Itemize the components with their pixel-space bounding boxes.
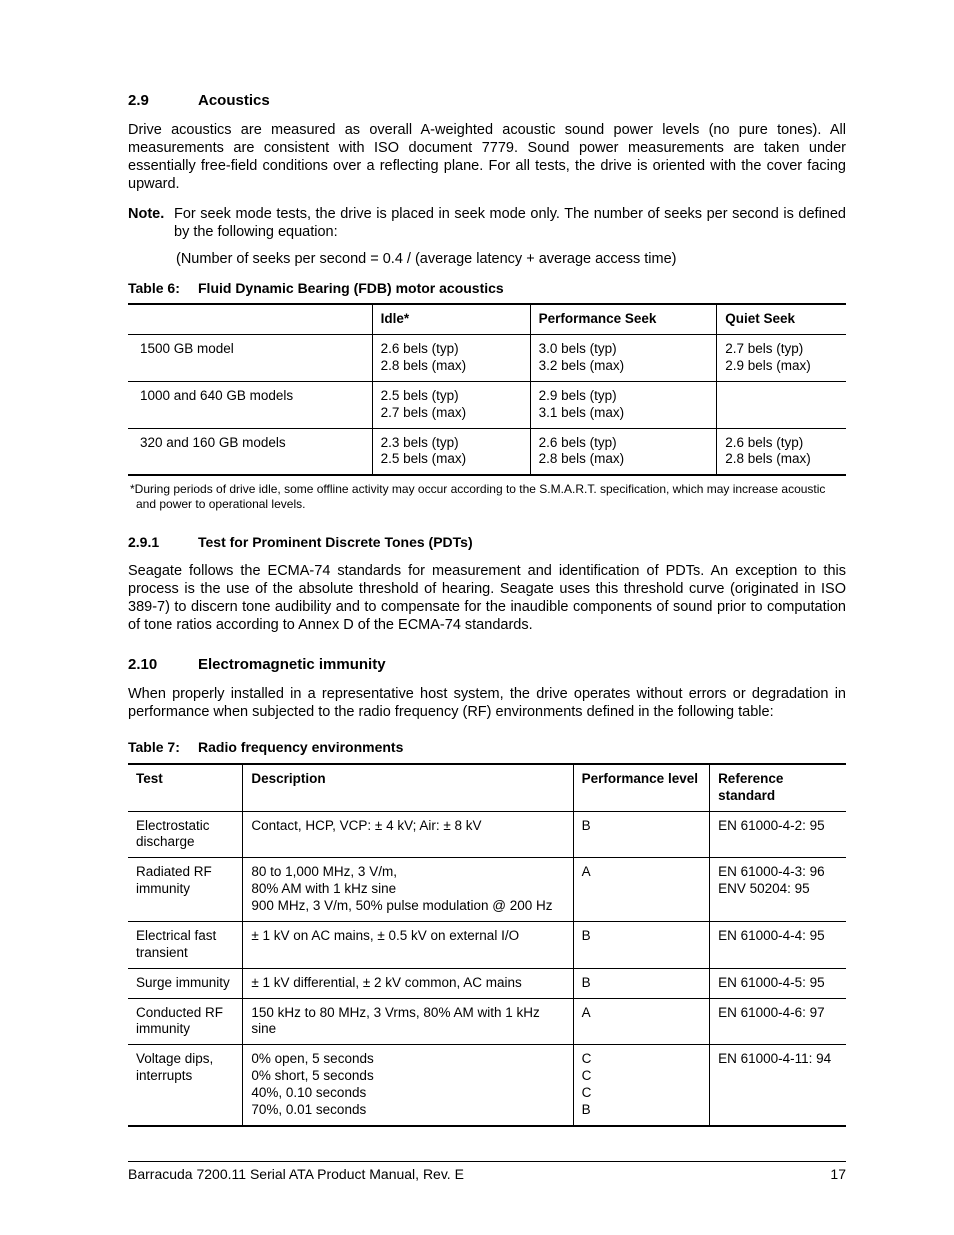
table6-cell: 2.5 bels (typ) 2.7 bels (max): [372, 381, 530, 428]
pdt-paragraph: Seagate follows the ECMA-74 standards fo…: [128, 562, 846, 635]
table7-cell: Contact, HCP, VCP: ± 4 kV; Air: ± 8 kV: [243, 811, 573, 858]
table6-cell: 2.7 bels (typ) 2.9 bels (max): [717, 335, 846, 382]
table7-row: Conducted RF immunity 150 kHz to 80 MHz,…: [128, 998, 846, 1045]
table7-cell: B: [573, 968, 709, 998]
table7-row: Radiated RF immunity 80 to 1,000 MHz, 3 …: [128, 858, 846, 922]
table7-caption-number: Table 7:: [128, 739, 198, 757]
table6-cell: 2.6 bels (typ) 2.8 bels (max): [717, 428, 846, 475]
subsection-heading-2-9-1: 2.9.1 Test for Prominent Discrete Tones …: [128, 534, 846, 552]
table7-cell: A: [573, 998, 709, 1045]
table7-cell: 0% open, 5 seconds 0% short, 5 seconds 4…: [243, 1045, 573, 1126]
page-footer: Barracuda 7200.11 Serial ATA Product Man…: [128, 1161, 846, 1184]
table7-cell: 80 to 1,000 MHz, 3 V/m, 80% AM with 1 kH…: [243, 858, 573, 922]
table7-cell: B: [573, 921, 709, 968]
table7-cell: EN 61000-4-2: 95: [710, 811, 846, 858]
table6-caption-number: Table 6:: [128, 280, 198, 298]
subsection-number: 2.9.1: [128, 534, 198, 552]
table7-cell: EN 61000-4-4: 95: [710, 921, 846, 968]
table7-row: Electrostatic discharge Contact, HCP, VC…: [128, 811, 846, 858]
table7-cell: Radiated RF immunity: [128, 858, 243, 922]
table6-header-cell: [128, 304, 372, 334]
footer-left: Barracuda 7200.11 Serial ATA Product Man…: [128, 1166, 464, 1184]
table6-cell: [717, 381, 846, 428]
table7-cell: A: [573, 858, 709, 922]
table7: Test Description Performance level Refer…: [128, 763, 846, 1127]
table7-row: Electrical fast transient ± 1 kV on AC m…: [128, 921, 846, 968]
table6: Idle* Performance Seek Quiet Seek 1500 G…: [128, 303, 846, 476]
section-heading-2-10: 2.10 Electromagnetic immunity: [128, 656, 846, 675]
subsection-title: Test for Prominent Discrete Tones (PDTs): [198, 534, 473, 552]
table6-row: 320 and 160 GB models 2.3 bels (typ) 2.5…: [128, 428, 846, 475]
table7-header-cell: Reference standard: [710, 764, 846, 811]
table6-cell: 1000 and 640 GB models: [128, 381, 372, 428]
table7-row: Voltage dips, interrupts 0% open, 5 seco…: [128, 1045, 846, 1126]
table7-cell: EN 61000-4-5: 95: [710, 968, 846, 998]
table7-row: Surge immunity ± 1 kV differential, ± 2 …: [128, 968, 846, 998]
table7-header-row: Test Description Performance level Refer…: [128, 764, 846, 811]
table6-header-cell: Quiet Seek: [717, 304, 846, 334]
table6-row: 1000 and 640 GB models 2.5 bels (typ) 2.…: [128, 381, 846, 428]
table7-header-cell: Test: [128, 764, 243, 811]
table6-header-cell: Performance Seek: [530, 304, 717, 334]
section-title: Electromagnetic immunity: [198, 656, 386, 675]
table7-cell: Conducted RF immunity: [128, 998, 243, 1045]
table7-cell: Surge immunity: [128, 968, 243, 998]
table7-cell: Voltage dips, interrupts: [128, 1045, 243, 1126]
table6-cell: 1500 GB model: [128, 335, 372, 382]
table7-cell: ± 1 kV differential, ± 2 kV common, AC m…: [243, 968, 573, 998]
table7-cell: ± 1 kV on AC mains, ± 0.5 kV on external…: [243, 921, 573, 968]
table6-cell: 2.3 bels (typ) 2.5 bels (max): [372, 428, 530, 475]
acoustics-paragraph: Drive acoustics are measured as overall …: [128, 121, 846, 194]
table6-cell: 320 and 160 GB models: [128, 428, 372, 475]
table7-cell: EN 61000-4-3: 96 ENV 50204: 95: [710, 858, 846, 922]
table7-caption-title: Radio frequency environments: [198, 739, 403, 757]
table7-cell: Electrostatic discharge: [128, 811, 243, 858]
section-number: 2.9: [128, 92, 198, 111]
emi-paragraph: When properly installed in a representat…: [128, 685, 846, 721]
table7-cell: 150 kHz to 80 MHz, 3 Vrms, 80% AM with 1…: [243, 998, 573, 1045]
table7-header-cell: Performance level: [573, 764, 709, 811]
table7-cell: EN 61000-4-11: 94: [710, 1045, 846, 1126]
section-heading-2-9: 2.9 Acoustics: [128, 92, 846, 111]
table6-footnote: *During periods of drive idle, some offl…: [128, 482, 846, 512]
note-text: For seek mode tests, the drive is placed…: [174, 205, 846, 241]
table6-header-cell: Idle*: [372, 304, 530, 334]
table6-caption: Table 6: Fluid Dynamic Bearing (FDB) mot…: [128, 280, 846, 298]
table6-cell: 2.9 bels (typ) 3.1 bels (max): [530, 381, 717, 428]
section-title: Acoustics: [198, 92, 270, 111]
table6-cell: 3.0 bels (typ) 3.2 bels (max): [530, 335, 717, 382]
table6-cell: 2.6 bels (typ) 2.8 bels (max): [530, 428, 717, 475]
table7-cell: EN 61000-4-6: 97: [710, 998, 846, 1045]
table6-row: 1500 GB model 2.6 bels (typ) 2.8 bels (m…: [128, 335, 846, 382]
table7-cell: Electrical fast transient: [128, 921, 243, 968]
table7-caption: Table 7: Radio frequency environments: [128, 739, 846, 757]
note-block: Note. For seek mode tests, the drive is …: [128, 205, 846, 241]
table7-cell: B: [573, 811, 709, 858]
equation-text: (Number of seeks per second = 0.4 / (ave…: [176, 250, 846, 268]
table6-cell: 2.6 bels (typ) 2.8 bels (max): [372, 335, 530, 382]
table6-header-row: Idle* Performance Seek Quiet Seek: [128, 304, 846, 334]
table6-caption-title: Fluid Dynamic Bearing (FDB) motor acoust…: [198, 280, 504, 298]
table7-cell: C C C B: [573, 1045, 709, 1126]
note-label: Note.: [128, 205, 174, 241]
section-number: 2.10: [128, 656, 198, 675]
footer-page-number: 17: [830, 1166, 846, 1184]
table7-header-cell: Description: [243, 764, 573, 811]
page-container: 2.9 Acoustics Drive acoustics are measur…: [0, 0, 954, 1235]
